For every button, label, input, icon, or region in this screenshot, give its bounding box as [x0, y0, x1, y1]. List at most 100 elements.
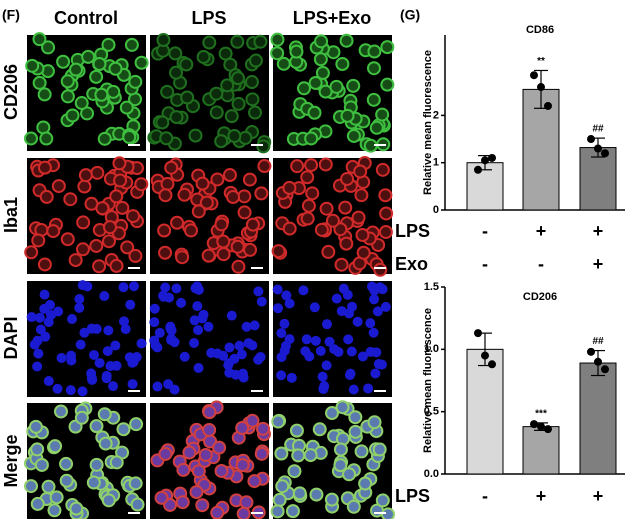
cell: [176, 297, 187, 308]
cell: [95, 201, 110, 216]
cell: [189, 315, 200, 326]
cell: [165, 323, 176, 334]
cell: [179, 351, 190, 362]
cell: [255, 351, 266, 362]
cell: [41, 40, 56, 55]
cell: [89, 238, 104, 253]
cell: [66, 355, 77, 366]
cell: [92, 56, 107, 71]
cell: [214, 217, 229, 232]
cell: [101, 493, 116, 508]
cell: [272, 303, 283, 314]
cell: [235, 458, 250, 473]
cell: [369, 285, 380, 296]
cell: [352, 316, 363, 327]
cell: [39, 289, 50, 300]
cell: [351, 210, 366, 225]
cell: [375, 493, 390, 508]
panel-label: (G): [400, 7, 420, 23]
cell: [304, 158, 319, 173]
cell: [30, 442, 45, 457]
cell: [189, 337, 200, 348]
cell: [256, 421, 271, 436]
cell: [348, 410, 363, 425]
cell: [51, 179, 66, 194]
cell: [285, 504, 300, 519]
cell: [289, 44, 304, 59]
cell: [77, 386, 88, 397]
data-point: [587, 347, 595, 356]
cell: [238, 130, 253, 145]
row-label: Merge: [1, 434, 21, 487]
cell: [126, 209, 141, 224]
cell: [164, 160, 179, 175]
cell: [32, 75, 47, 90]
cell: [182, 445, 197, 460]
cell: [192, 301, 203, 312]
cell: [367, 44, 382, 59]
cell: [253, 34, 268, 49]
treatment-sign: -: [482, 254, 488, 274]
cell: [37, 87, 52, 102]
cell: [40, 331, 51, 342]
cell: [74, 294, 85, 305]
cell: [256, 296, 267, 307]
cell: [297, 81, 312, 96]
cell: [134, 177, 149, 192]
cell: [101, 234, 116, 249]
cell: [226, 310, 237, 321]
cell: [366, 92, 381, 107]
cell: [97, 407, 112, 422]
cell: [244, 75, 259, 90]
cell: [75, 242, 90, 257]
cell: [319, 381, 330, 392]
chart-title: CD86: [526, 24, 554, 36]
cell: [373, 262, 388, 277]
cell: [191, 204, 206, 219]
cell: [154, 327, 165, 338]
y-axis-label: Relative mean fluorescence: [422, 308, 434, 453]
cell: [375, 107, 390, 122]
cell: [224, 109, 239, 124]
cell: [309, 302, 320, 313]
cell: [381, 507, 395, 519]
cell: [26, 312, 37, 323]
cell: [315, 346, 326, 357]
cell: [238, 372, 249, 383]
cell: [272, 492, 287, 507]
cell: [154, 490, 169, 505]
cell: [310, 335, 321, 346]
cell: [353, 164, 368, 179]
row-label: CD206: [1, 64, 21, 120]
cell: [363, 383, 374, 394]
cell: [354, 444, 369, 459]
cell: [236, 506, 251, 519]
significance: ***: [535, 409, 547, 420]
cell: [149, 317, 160, 328]
cell: [102, 346, 113, 357]
treatment-sign: +: [536, 486, 547, 506]
cell: [309, 487, 324, 502]
cell: [47, 503, 62, 518]
cell: [41, 479, 56, 494]
cell: [134, 55, 149, 70]
cell: [125, 299, 136, 310]
treatment-sign: +: [536, 221, 547, 241]
cell: [313, 52, 328, 67]
cell: [247, 474, 262, 489]
cell: [120, 324, 131, 335]
data-point: [488, 360, 496, 369]
cell: [32, 32, 47, 47]
data-point: [594, 144, 602, 153]
data-point: [594, 357, 602, 366]
cell: [63, 192, 78, 207]
cell: [198, 447, 213, 462]
cell: [331, 293, 342, 304]
cell: [275, 479, 290, 494]
cell: [241, 321, 252, 332]
cell: [110, 340, 121, 351]
cell: [301, 198, 316, 213]
cell: [206, 347, 217, 358]
treatment-sign: +: [593, 221, 604, 241]
cell: [156, 33, 171, 48]
